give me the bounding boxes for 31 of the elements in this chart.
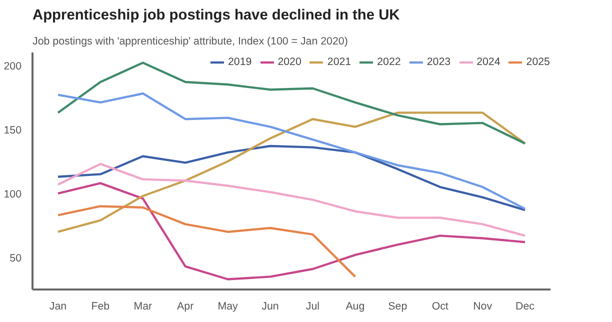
line-series: [56, 162, 526, 237]
x-tick-label: Sep: [388, 300, 408, 312]
legend-label: 2021: [327, 56, 352, 68]
chart-subtitle: Job postings with 'apprenticeship' attribute, Index (100 = Jan 2020): [32, 36, 348, 48]
x-tick-label: Feb: [91, 300, 110, 312]
y-tick-label: 150: [4, 124, 22, 136]
line-series: [56, 92, 526, 210]
y-tick-label: 100: [4, 188, 22, 200]
y-tick-label: 50: [10, 252, 22, 264]
x-tick-label: Mar: [134, 300, 153, 312]
x-tick-label: Oct: [432, 300, 448, 312]
x-tick-label: Jan: [49, 300, 67, 312]
x-tick-label: Apr: [177, 300, 194, 312]
y-tick-label: 200: [4, 60, 22, 72]
x-tick-label: May: [218, 300, 239, 312]
x-tick-label: Jul: [306, 300, 320, 312]
chart-title: Apprenticeship job postings have declined in the UK: [32, 8, 400, 24]
x-tick-label: Nov: [473, 300, 493, 312]
legend-label: 2024: [476, 56, 500, 68]
legend-label: 2019: [228, 56, 252, 68]
legend-label: 2020: [278, 56, 302, 68]
line-series: [56, 144, 526, 212]
x-tick-label: Aug: [346, 300, 365, 312]
legend-label: 2025: [526, 56, 550, 68]
line-series: [56, 182, 526, 280]
legend-label: 2023: [426, 56, 451, 68]
x-tick-label: Jun: [262, 300, 279, 312]
line-series: [56, 112, 526, 233]
x-tick-label: Dec: [516, 300, 536, 312]
line-series: [56, 205, 356, 278]
legend-label: 2022: [377, 56, 401, 68]
